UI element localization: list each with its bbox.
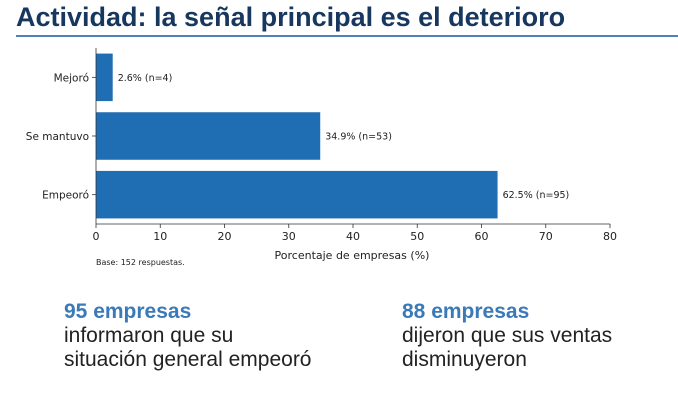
x-axis-label: Porcentaje de empresas (%) [275, 249, 430, 262]
data-label: 34.9% (n=53) [325, 132, 392, 143]
chart-note: Base: 152 respuestas. [96, 258, 185, 267]
x-tick-label: 60 [475, 230, 489, 243]
bar-chart: 2.6% (n=4) 34.9% (n=53) 62.5% (n=95) Mejor… [26, 48, 617, 267]
x-tick-label: 20 [218, 230, 232, 243]
stat-description: dijeron que sus ventas disminuyeron [402, 324, 613, 371]
y-tick-label: Mejoró [54, 72, 89, 84]
x-tick-label: 10 [153, 230, 167, 243]
title-underline [16, 35, 678, 37]
bar-1 [96, 53, 113, 102]
data-label: 2.6% (n=4) [118, 73, 173, 84]
stat-number: 95 empresas [64, 300, 192, 323]
stat-block-worsened: 95 empresas informaron que su situación … [64, 300, 314, 372]
x-tick-label: 50 [410, 230, 424, 243]
page-title: Actividad: la señal principal es el dete… [16, 2, 566, 32]
y-tick-label: Se mantuvo [26, 131, 89, 143]
x-tick-label: 40 [346, 230, 360, 243]
y-tick-label: Empeoró [42, 190, 89, 202]
bar-3 [96, 170, 498, 219]
bar-2 [96, 112, 321, 160]
stat-number: 88 empresas [402, 300, 530, 323]
stat-block-sales: 88 empresas dijeron que sus ventas dismi… [402, 300, 652, 372]
x-tick-label: 30 [282, 230, 296, 243]
x-tick-label: 0 [93, 230, 100, 243]
x-tick-label: 80 [603, 230, 617, 243]
x-tick-label: 70 [539, 230, 553, 243]
data-label: 62.5% (n=95) [503, 190, 570, 201]
stat-description: informaron que su situación general empe… [64, 324, 312, 371]
